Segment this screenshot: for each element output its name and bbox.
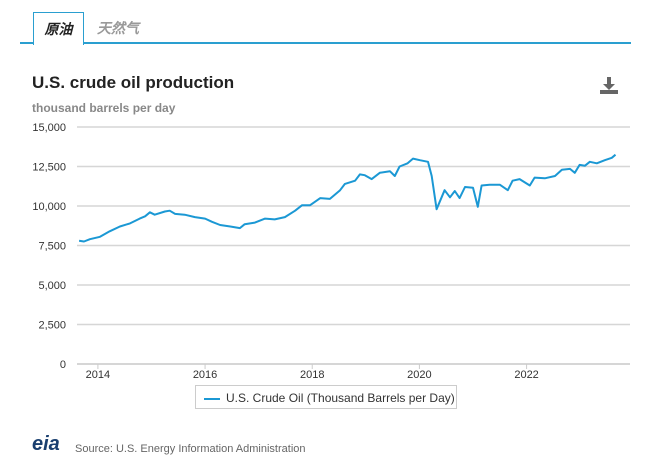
source-text: Source: U.S. Energy Information Administ… <box>75 443 306 455</box>
series-line <box>78 153 617 243</box>
x-tick-label: 2018 <box>300 369 324 381</box>
y-tick-label: 0 <box>60 359 66 371</box>
eia-logo: eia <box>32 433 60 455</box>
y-tick-label: 12,500 <box>32 162 66 174</box>
download-button[interactable] <box>599 77 619 100</box>
y-tick-label: 15,000 <box>32 122 66 134</box>
x-tick-label: 2016 <box>193 369 217 381</box>
tab-crude-oil[interactable]: 原油 <box>33 12 84 45</box>
legend-item[interactable]: U.S. Crude Oil (Thousand Barrels per Day… <box>195 385 457 409</box>
x-tick-label: 2022 <box>514 369 538 381</box>
x-tick-label: 2014 <box>86 369 110 381</box>
tab-natural-gas[interactable]: 天然气 <box>97 20 139 36</box>
x-tick-label: 2020 <box>407 369 431 381</box>
y-axis-label: thousand barrels per day <box>32 101 176 115</box>
legend-label: U.S. Crude Oil (Thousand Barrels per Day… <box>226 391 455 405</box>
chart-title: U.S. crude oil production <box>32 73 235 92</box>
tab-underline <box>20 42 631 44</box>
y-tick-label: 10,000 <box>32 201 66 213</box>
legend-swatch <box>204 397 220 400</box>
y-tick-label: 7,500 <box>38 241 66 253</box>
y-tick-label: 2,500 <box>38 320 66 332</box>
download-icon <box>600 77 618 94</box>
y-tick-label: 5,000 <box>38 280 66 292</box>
